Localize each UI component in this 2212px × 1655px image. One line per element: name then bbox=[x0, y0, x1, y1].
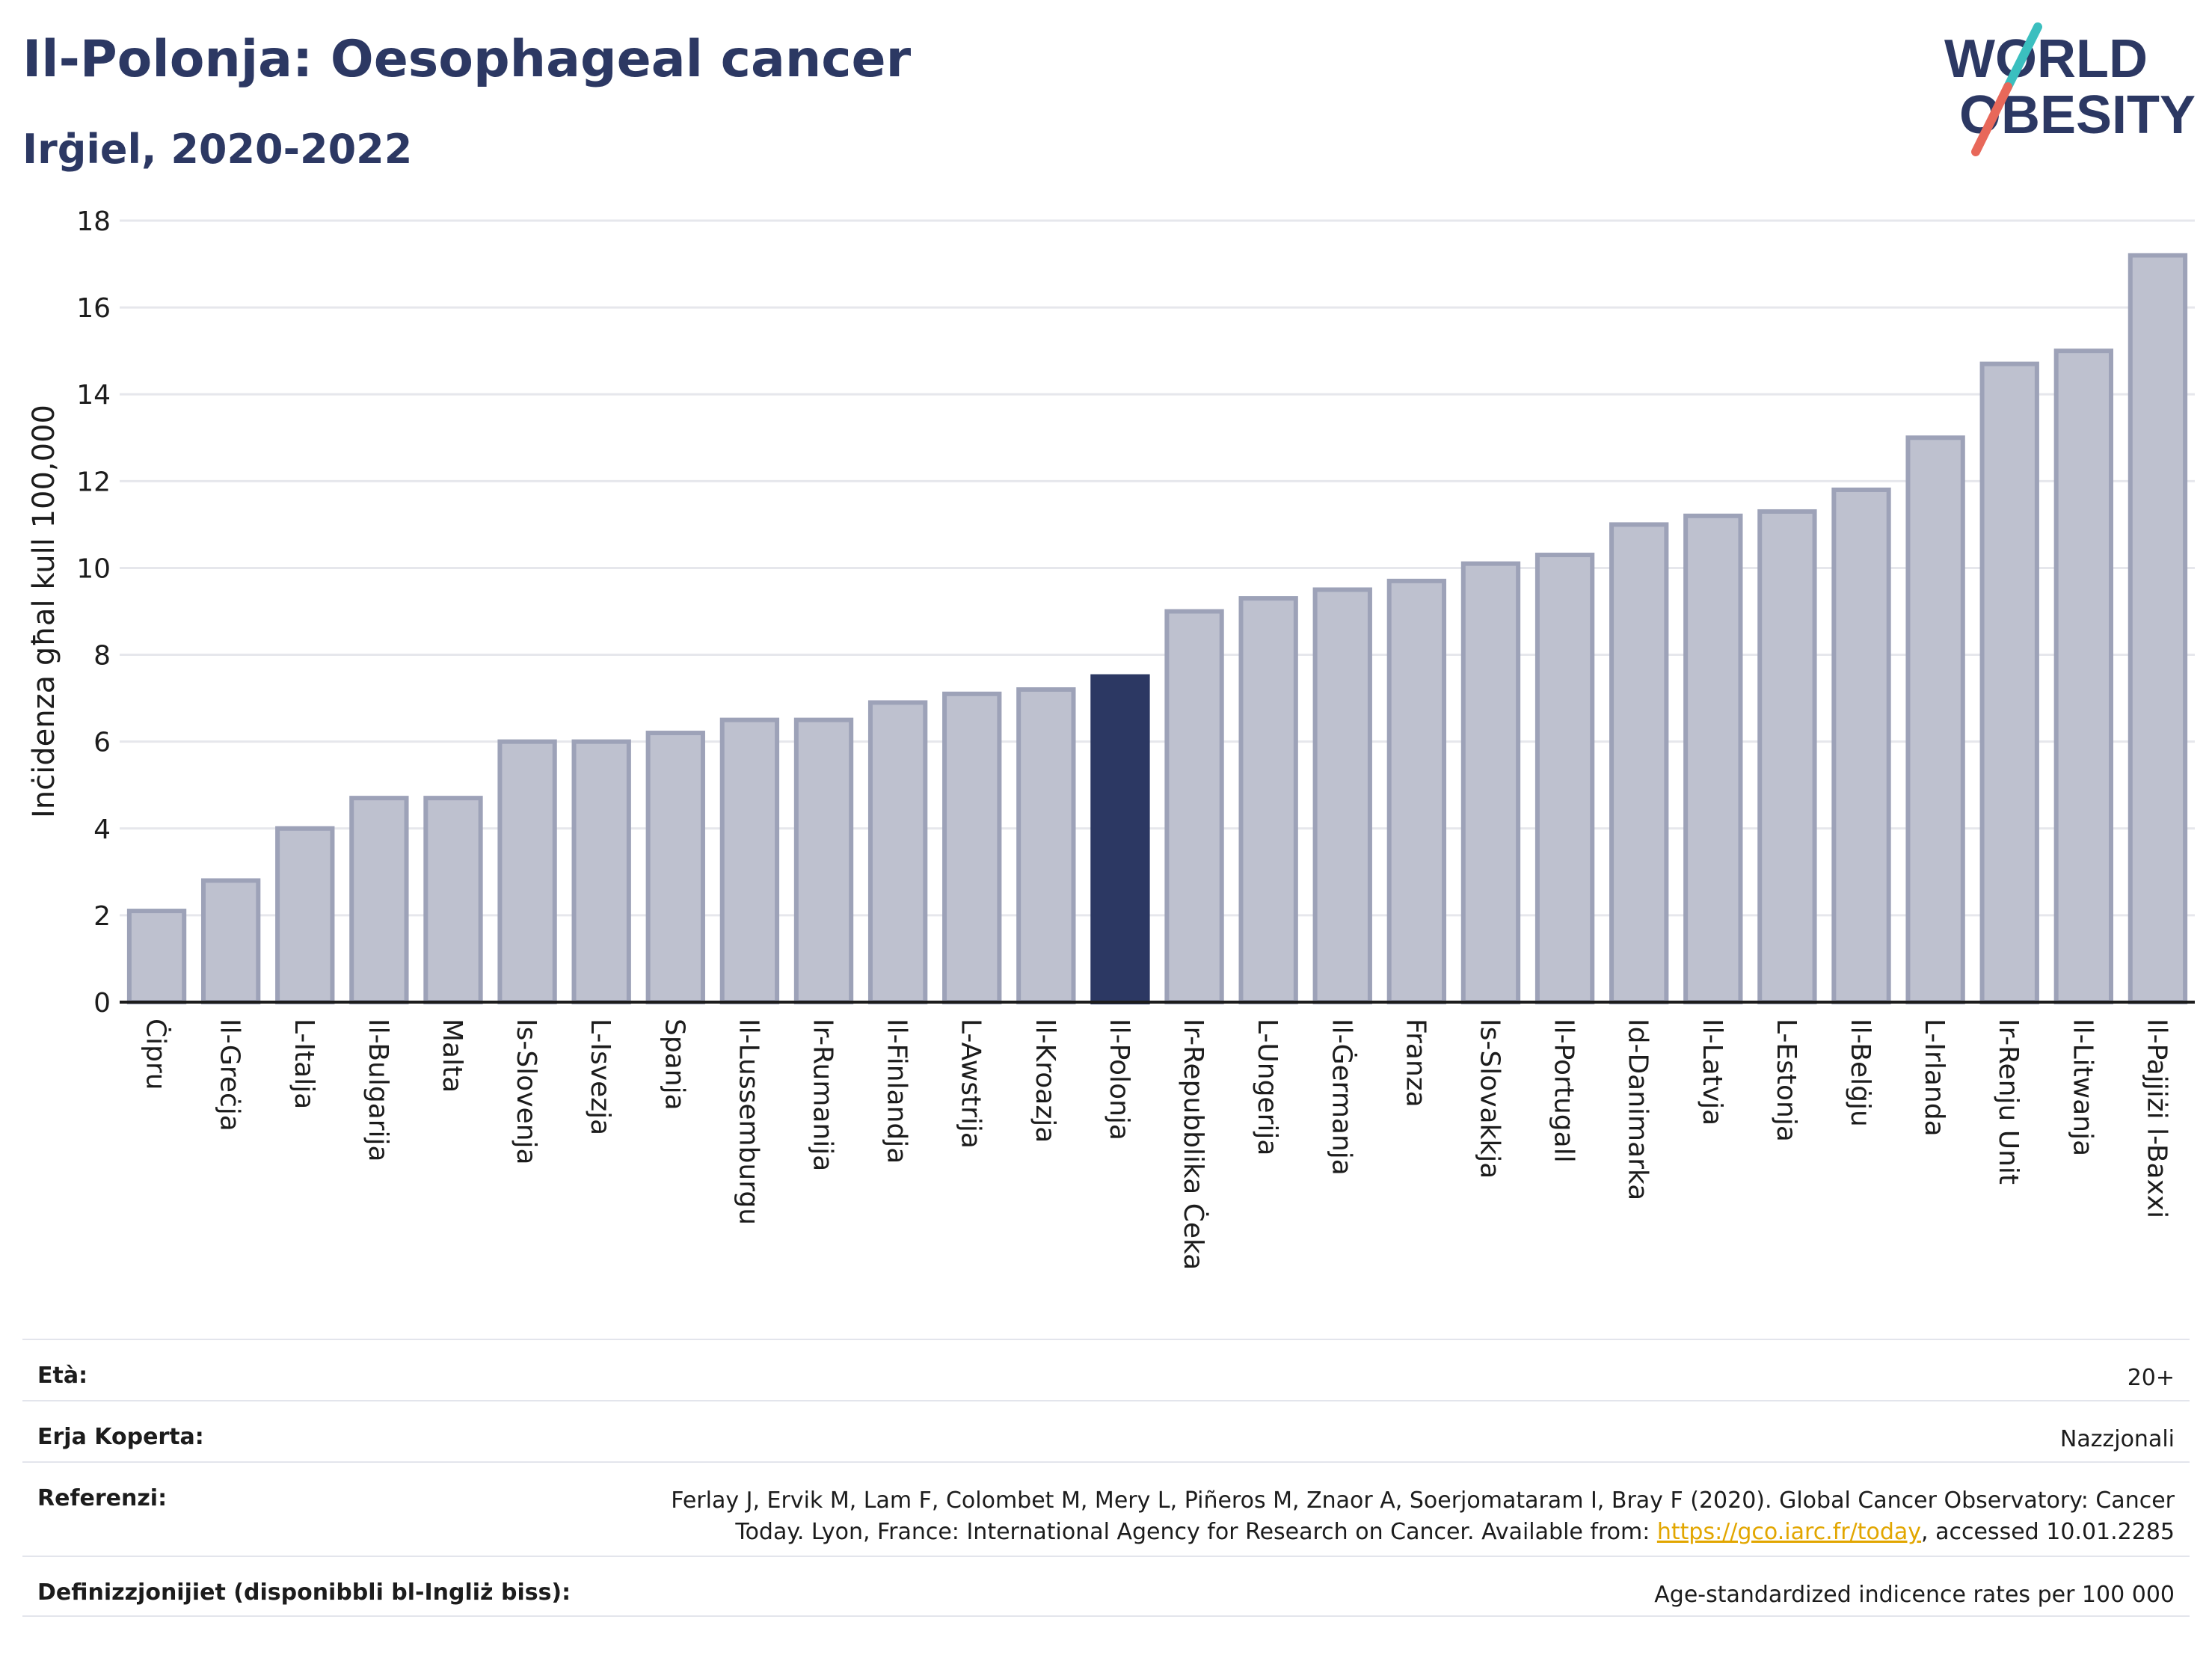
x-tick-label: Il-Belġju bbox=[1845, 1019, 1875, 1127]
x-tick-label: Il-Pajjiżi l-Baxxi bbox=[2141, 1019, 2172, 1218]
bar-27 bbox=[2127, 253, 2188, 1004]
bar-6 bbox=[571, 739, 631, 1005]
definitions-value: Age-standardized indicence rates per 100… bbox=[1654, 1582, 2175, 1608]
x-tick-label: Malta bbox=[437, 1019, 467, 1093]
bar-20 bbox=[1609, 522, 1669, 1004]
info-table: Età: 20+ Erja Koperta: Nazzjonali Refere… bbox=[22, 1339, 2190, 1617]
x-tick-label: Il-Finlandja bbox=[882, 1019, 912, 1164]
y-tick-label: 10 bbox=[76, 553, 111, 584]
x-tick-label: Il-Polonja bbox=[1104, 1019, 1134, 1140]
y-axis-label: Inċidenza għal kull 100,000 bbox=[27, 405, 61, 818]
reference-line-1: Ferlay J, Ervik M, Lam F, Colombet M, Me… bbox=[671, 1487, 2175, 1514]
reference-line-2: Today. Lyon, France: International Agenc… bbox=[671, 1517, 2175, 1548]
x-tick-label: Id-Danimarka bbox=[1623, 1019, 1653, 1200]
x-tick-label: Ir-Renju Unit bbox=[1993, 1019, 2024, 1185]
age-value: 20+ bbox=[2127, 1365, 2175, 1391]
reference-text: Today. Lyon, France: International Agenc… bbox=[735, 1519, 1657, 1545]
bar-22 bbox=[1757, 509, 1817, 1004]
bar-25 bbox=[1979, 361, 2039, 1005]
bar-1 bbox=[200, 878, 261, 1005]
x-tick-label: Is-Slovenja bbox=[511, 1019, 541, 1165]
x-tick-label: L-Irlanda bbox=[1919, 1019, 1950, 1137]
bar-4 bbox=[423, 796, 483, 1005]
references-value: Ferlay J, Ervik M, Lam F, Colombet M, Me… bbox=[671, 1485, 2175, 1548]
info-row-references: Referenzi: Ferlay J, Ervik M, Lam F, Col… bbox=[22, 1461, 2190, 1556]
bar-8 bbox=[719, 717, 780, 1005]
tick-labels: 0 2 4 6 8 10 12 14 16 18 Ċipru Il-Greċja L-Italja Il-… bbox=[27, 206, 2172, 1270]
x-tick-label: L-Isvezja bbox=[585, 1019, 615, 1135]
reference-accessed: , accessed 10.01.2285 bbox=[1921, 1519, 2175, 1545]
info-row-age: Età: 20+ bbox=[22, 1339, 2190, 1400]
x-tick-label: Il-Litwanja bbox=[2067, 1019, 2098, 1156]
world-obesity-logo: WORLD OBESITY bbox=[1944, 22, 2196, 156]
bar-26 bbox=[2053, 348, 2114, 1004]
y-tick-label: 18 bbox=[76, 206, 111, 237]
x-tick-label: L-Awstrija bbox=[956, 1019, 986, 1149]
bar-23 bbox=[1831, 487, 1891, 1004]
x-tick-label: Ir-Rumanija bbox=[808, 1019, 838, 1171]
bar-10 bbox=[867, 700, 928, 1005]
bar-5 bbox=[497, 739, 557, 1005]
logo-slash-teal bbox=[2003, 22, 2042, 91]
logo-line1: WORLD bbox=[1944, 29, 2148, 89]
x-tick-label: Il-Portugall bbox=[1549, 1019, 1579, 1163]
bar-19 bbox=[1534, 553, 1595, 1004]
x-tick-label: Il-Bulgarija bbox=[363, 1019, 393, 1162]
y-tick-label: 2 bbox=[93, 901, 111, 932]
x-tick-label: Il-Ġermanja bbox=[1326, 1019, 1357, 1176]
bar-14 bbox=[1164, 609, 1224, 1004]
bar-24 bbox=[1905, 435, 1965, 1004]
references-label: Referenzi: bbox=[37, 1485, 168, 1511]
y-tick-label: 4 bbox=[93, 814, 111, 845]
bar-7 bbox=[645, 731, 705, 1004]
x-tick-label: Franza bbox=[1400, 1019, 1431, 1108]
bar-18 bbox=[1460, 561, 1521, 1004]
bar-13 bbox=[1090, 674, 1150, 1004]
x-tick-label: Il-Lussemburgu bbox=[733, 1019, 764, 1225]
x-tick-label: Il-Kroazja bbox=[1030, 1019, 1060, 1143]
x-tick-label: Spanja bbox=[659, 1019, 689, 1111]
definitions-label: Definizzjonijiet (disponibbli bl-Ingliż … bbox=[37, 1579, 571, 1606]
x-tick-label: L-Ungerija bbox=[1252, 1019, 1282, 1155]
bar-3 bbox=[349, 796, 409, 1005]
y-tick-label: 12 bbox=[76, 467, 111, 497]
bar-15 bbox=[1238, 596, 1298, 1004]
x-tick-label: L-Estonja bbox=[1771, 1019, 1801, 1142]
bar-12 bbox=[1016, 687, 1076, 1004]
area-label: Erja Koperta: bbox=[37, 1424, 204, 1450]
bar-11 bbox=[942, 691, 1002, 1004]
bar-chart: 0 2 4 6 8 10 12 14 16 18 Ċipru Il-Greċja L-Italja Il-… bbox=[27, 206, 2195, 1270]
y-tick-label: 6 bbox=[93, 728, 111, 758]
x-tick-label: Il-Latvja bbox=[1697, 1019, 1727, 1126]
age-label: Età: bbox=[37, 1363, 88, 1389]
bar-9 bbox=[793, 717, 854, 1005]
bar-16 bbox=[1312, 587, 1372, 1004]
info-row-area: Erja Koperta: Nazzjonali bbox=[22, 1400, 2190, 1461]
bar-0 bbox=[126, 909, 187, 1005]
x-tick-label: Il-Greċja bbox=[215, 1019, 245, 1132]
x-tick-label: Ċipru bbox=[141, 1019, 172, 1090]
logo-slash-coral bbox=[1971, 82, 2012, 156]
page-title: Il-Polonja: Oesophageal cancer bbox=[22, 30, 912, 89]
x-tick-label: Ir-Repubblika Ċeka bbox=[1178, 1019, 1209, 1270]
bar-17 bbox=[1386, 578, 1447, 1004]
bar-2 bbox=[275, 826, 335, 1005]
y-tick-label: 8 bbox=[93, 641, 111, 672]
info-row-definitions: Definizzjonijiet (disponibbli bl-Ingliż … bbox=[22, 1556, 2190, 1617]
y-tick-label: 16 bbox=[76, 293, 111, 324]
bars bbox=[126, 253, 2188, 1005]
bar-21 bbox=[1683, 513, 1743, 1004]
page-subtitle: Irġiel, 2020-2022 bbox=[22, 126, 413, 173]
area-value: Nazzjonali bbox=[2059, 1426, 2175, 1452]
y-tick-label: 14 bbox=[76, 380, 111, 411]
reference-link[interactable]: https://gco.iarc.fr/today bbox=[1656, 1519, 1922, 1545]
y-tick-label: 0 bbox=[93, 988, 111, 1019]
x-tick-label: L-Italja bbox=[289, 1019, 319, 1109]
x-tick-label: Is-Slovakkja bbox=[1474, 1019, 1505, 1179]
